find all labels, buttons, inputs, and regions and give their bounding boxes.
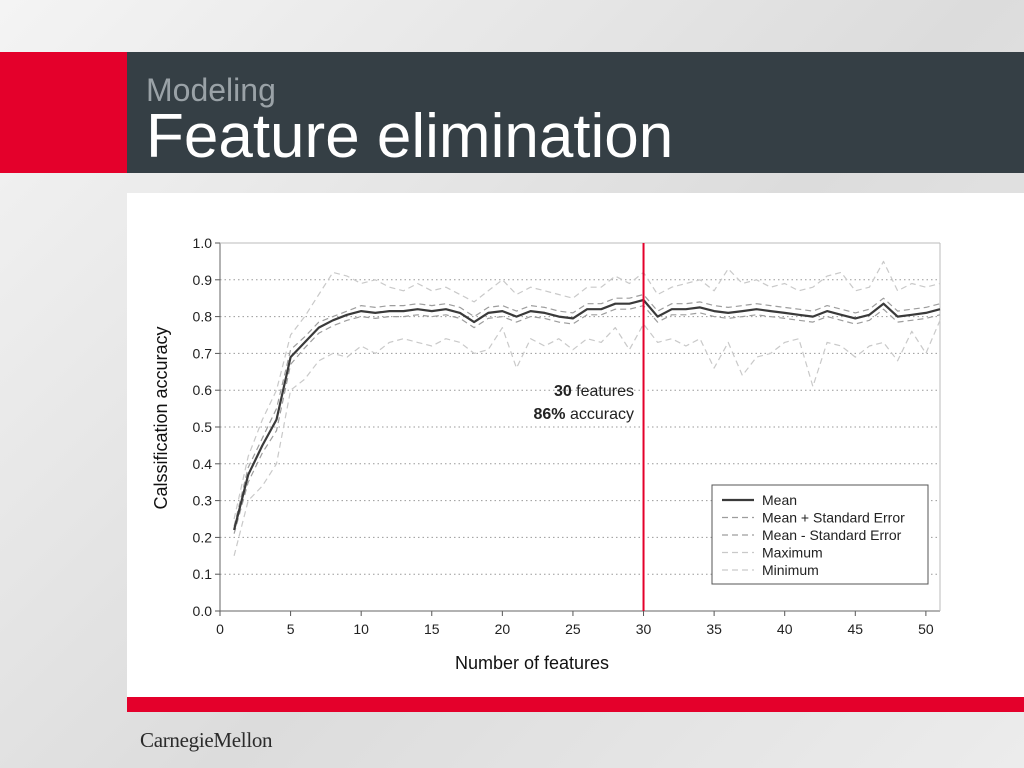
y-tick-label: 0.5 [193, 419, 213, 435]
x-tick-label: 10 [353, 621, 369, 637]
x-tick-label: 40 [777, 621, 793, 637]
y-tick-label: 1.0 [193, 235, 213, 251]
header-red-block [0, 52, 127, 173]
legend-label: Minimum [762, 562, 819, 578]
legend-label: Mean [762, 492, 797, 508]
x-tick-label: 15 [424, 621, 440, 637]
annotation-features: 30 features [554, 383, 634, 400]
y-tick-label: 0.1 [193, 566, 213, 582]
y-tick-label: 0.8 [193, 309, 213, 325]
y-tick-label: 0.9 [193, 272, 213, 288]
y-tick-label: 0.2 [193, 529, 213, 545]
x-axis-title: Number of features [455, 653, 609, 673]
x-tick-label: 25 [565, 621, 581, 637]
y-tick-label: 0.6 [193, 382, 213, 398]
y-tick-label: 0.4 [193, 456, 213, 472]
carnegie-mellon-logo: CarnegieMellon [140, 728, 273, 752]
x-tick-label: 30 [636, 621, 652, 637]
x-tick-label: 45 [848, 621, 864, 637]
legend-label: Mean + Standard Error [762, 510, 905, 526]
series-line-mean-standard-error [233, 305, 941, 534]
y-tick-label: 0.0 [193, 603, 213, 619]
x-tick-label: 0 [216, 621, 224, 637]
y-tick-label: 0.3 [193, 493, 213, 509]
x-tick-label: 50 [918, 621, 934, 637]
legend-label: Mean - Standard Error [762, 527, 902, 543]
header-bar [127, 52, 1024, 173]
legend-label: Maximum [762, 545, 823, 561]
x-tick-label: 5 [287, 621, 295, 637]
x-tick-label: 35 [706, 621, 722, 637]
footer-red-strip [127, 697, 1024, 712]
series-line-maximum [233, 260, 941, 520]
annotation-accuracy: 86% accuracy [534, 406, 635, 423]
series-line-mean-standard-error [233, 293, 941, 527]
slide-subtitle: Modeling [146, 72, 276, 108]
y-tick-label: 0.7 [193, 345, 213, 361]
x-tick-label: 20 [495, 621, 511, 637]
y-axis-title: Calssification accuracy [151, 326, 171, 509]
series-line-mean [233, 298, 941, 531]
slide-title: Feature elimination [146, 102, 674, 171]
